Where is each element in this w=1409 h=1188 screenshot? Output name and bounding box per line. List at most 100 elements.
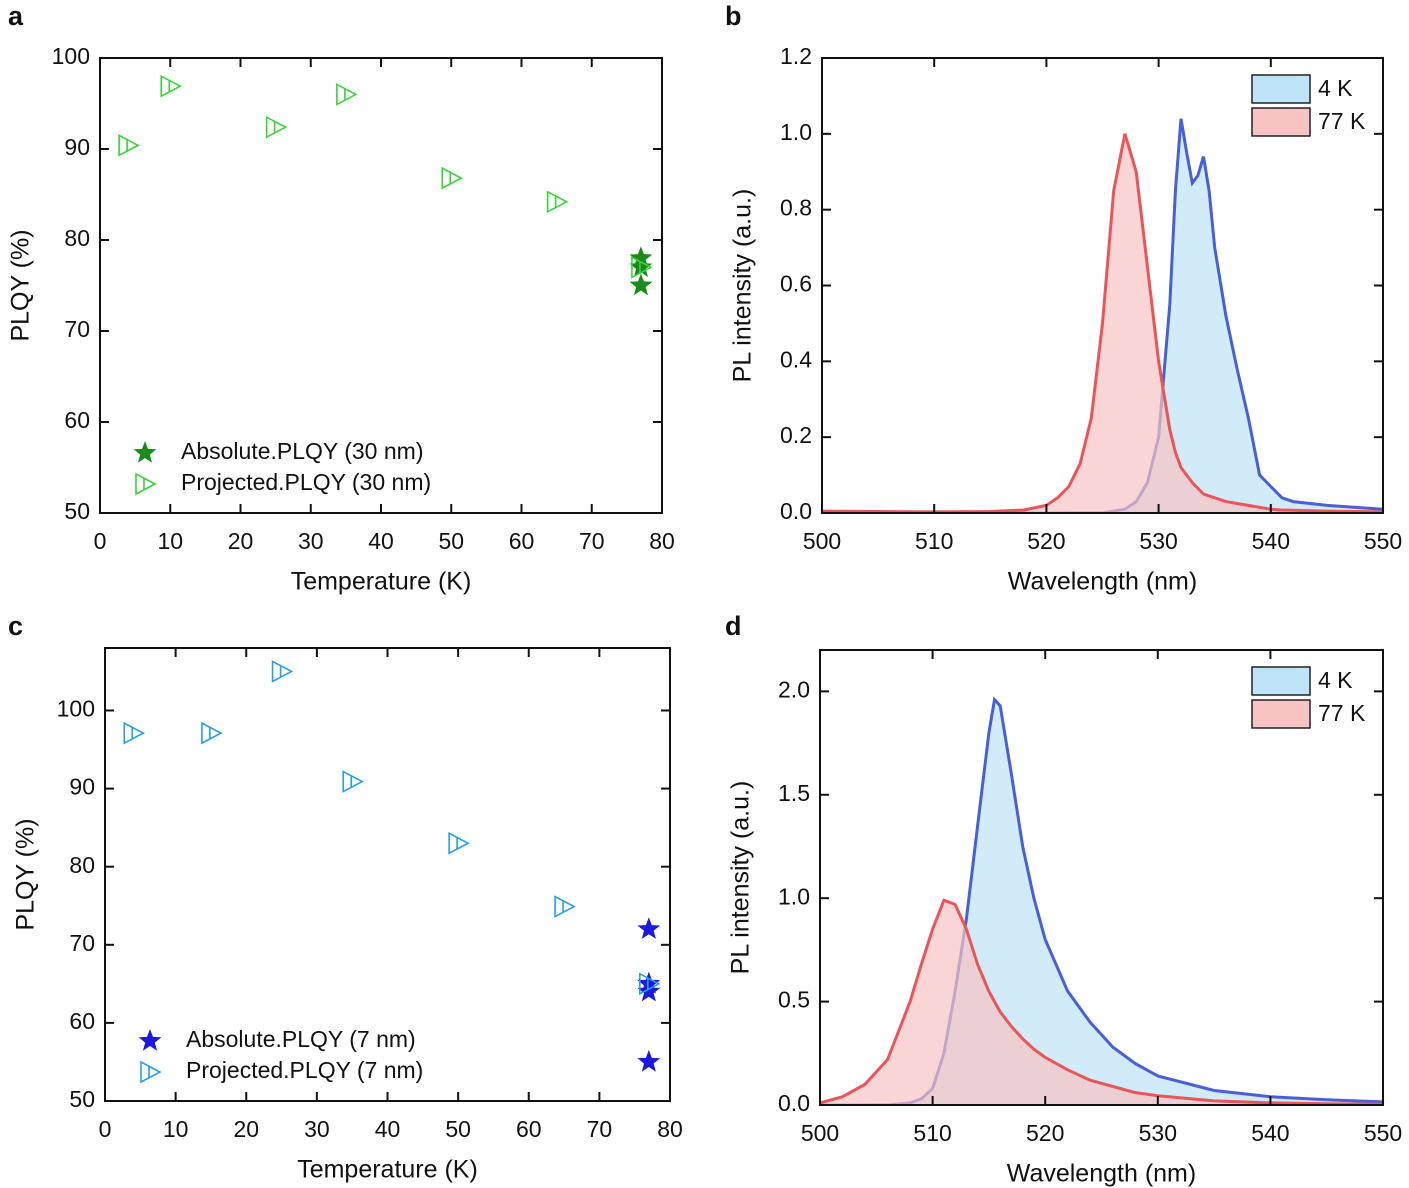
x-tick-label: 10 xyxy=(157,528,183,554)
projected-point xyxy=(336,83,358,106)
x-axis-label: Wavelength (nm) xyxy=(1008,568,1197,596)
area-fill xyxy=(820,900,1383,1105)
y-tick-label: 100 xyxy=(57,696,95,722)
legend-swatch xyxy=(1251,666,1311,696)
y-axis-label: PL intensity (a.u.) xyxy=(727,781,755,975)
projected-point xyxy=(271,660,294,683)
legend-label: 77 K xyxy=(1318,108,1366,134)
y-tick-label: 90 xyxy=(64,134,90,160)
y-tick-label: 70 xyxy=(64,316,90,342)
y-tick-label: 1.2 xyxy=(780,43,812,69)
plot-area xyxy=(822,118,1383,513)
y-tick-label: 90 xyxy=(69,774,95,800)
x-tick-label: 540 xyxy=(1252,528,1290,554)
x-tick-label: 530 xyxy=(1139,1120,1177,1146)
y-tick-label: 0.0 xyxy=(778,1090,810,1116)
projected-point xyxy=(160,74,182,98)
legend-label: Absolute.PLQY (30 nm) xyxy=(181,438,423,464)
legend-label: Projected.PLQY (7 nm) xyxy=(186,1057,423,1083)
x-tick-label: 550 xyxy=(1364,528,1402,554)
x-tick-label: 500 xyxy=(801,1120,839,1146)
y-tick-label: 0.4 xyxy=(780,346,812,372)
y-tick-label: 0.5 xyxy=(778,987,810,1013)
x-tick-label: 530 xyxy=(1139,528,1177,554)
x-tick-label: 20 xyxy=(228,528,254,554)
star-point xyxy=(637,1049,661,1072)
y-axis-label: PL intensity (a.u.) xyxy=(729,189,757,383)
x-tick-label: 520 xyxy=(1026,1120,1064,1146)
y-tick-label: 2.0 xyxy=(778,676,810,702)
x-tick-label: 510 xyxy=(915,528,953,554)
legend-label: Absolute.PLQY (7 nm) xyxy=(186,1026,416,1052)
x-tick-label: 510 xyxy=(913,1120,951,1146)
spectrum-line xyxy=(820,898,1383,1105)
projected-point xyxy=(123,721,145,745)
star-point xyxy=(629,255,653,277)
legend-label: 77 K xyxy=(1318,700,1366,726)
y-tick-label: 60 xyxy=(64,407,90,433)
projected-point xyxy=(448,831,470,855)
x-tick-label: 80 xyxy=(649,528,675,554)
x-tick-label: 10 xyxy=(163,1116,189,1142)
panel-label: c xyxy=(8,611,23,641)
x-tick-label: 40 xyxy=(368,528,394,554)
panel-label: b xyxy=(725,1,742,31)
y-tick-label: 0.0 xyxy=(780,498,812,524)
area-fill xyxy=(822,118,1383,513)
y-tick-label: 50 xyxy=(69,1086,95,1112)
y-tick-label: 1.0 xyxy=(778,883,810,909)
legend-marker xyxy=(140,1060,162,1084)
panel-label: a xyxy=(8,1,24,31)
y-tick-label: 80 xyxy=(64,225,90,251)
x-axis-label: Temperature (K) xyxy=(291,568,472,596)
y-tick-label: 1.5 xyxy=(778,780,810,806)
x-tick-label: 40 xyxy=(375,1116,401,1142)
y-tick-label: 80 xyxy=(69,852,95,878)
panel: a Temperature (K) PLQY (%) 0 10 20 30 40 50 60 70 8… xyxy=(7,1,675,595)
projected-point xyxy=(631,255,653,279)
spectrum-line xyxy=(822,133,1383,513)
axes-frame xyxy=(819,649,1384,1106)
x-tick-label: 540 xyxy=(1251,1120,1289,1146)
x-tick-label: 60 xyxy=(509,528,535,554)
x-tick-label: 70 xyxy=(587,1116,613,1142)
legend-swatch xyxy=(1251,74,1311,104)
panel: b Wavelength (nm) PL intensity (a.u.) 500 51… xyxy=(725,1,1402,595)
legend-label: Projected.PLQY (30 nm) xyxy=(181,469,431,495)
x-tick-label: 30 xyxy=(298,528,324,554)
plot-area xyxy=(820,696,1383,1105)
projected-point xyxy=(546,190,569,214)
y-tick-label: 100 xyxy=(52,43,90,69)
projected-point xyxy=(118,134,140,157)
y-tick-label: 60 xyxy=(69,1008,95,1034)
y-axis-label: PLQY (%) xyxy=(7,229,35,341)
x-tick-label: 20 xyxy=(233,1116,259,1142)
legend-label: 4 K xyxy=(1318,75,1353,101)
panel: c Temperature (K) PLQY (%) 0 10 20 30 40 50 60 70 8… xyxy=(8,611,683,1183)
x-tick-label: 50 xyxy=(445,1116,471,1142)
x-tick-label: 60 xyxy=(516,1116,542,1142)
x-tick-label: 500 xyxy=(803,528,841,554)
legend-swatch xyxy=(1251,107,1311,137)
y-tick-label: 0.8 xyxy=(780,195,812,221)
x-tick-label: 520 xyxy=(1027,528,1065,554)
x-tick-label: 0 xyxy=(99,1116,112,1142)
x-tick-label: 70 xyxy=(579,528,605,554)
projected-point xyxy=(639,972,661,996)
projected-point xyxy=(441,166,463,190)
y-tick-label: 0.2 xyxy=(780,422,812,448)
y-tick-label: 1.0 xyxy=(780,119,812,145)
legend-marker xyxy=(133,441,157,463)
y-tick-label: 70 xyxy=(69,930,95,956)
projected-point xyxy=(201,721,223,745)
y-axis-label: PLQY (%) xyxy=(12,818,40,930)
x-tick-label: 30 xyxy=(304,1116,330,1142)
x-axis-label: Wavelength (nm) xyxy=(1007,1160,1196,1188)
star-point xyxy=(637,979,661,1002)
x-tick-label: 50 xyxy=(438,528,464,554)
x-tick-label: 550 xyxy=(1364,1120,1402,1146)
projected-point xyxy=(342,770,364,793)
legend-marker xyxy=(138,1029,162,1051)
star-point xyxy=(629,273,653,296)
